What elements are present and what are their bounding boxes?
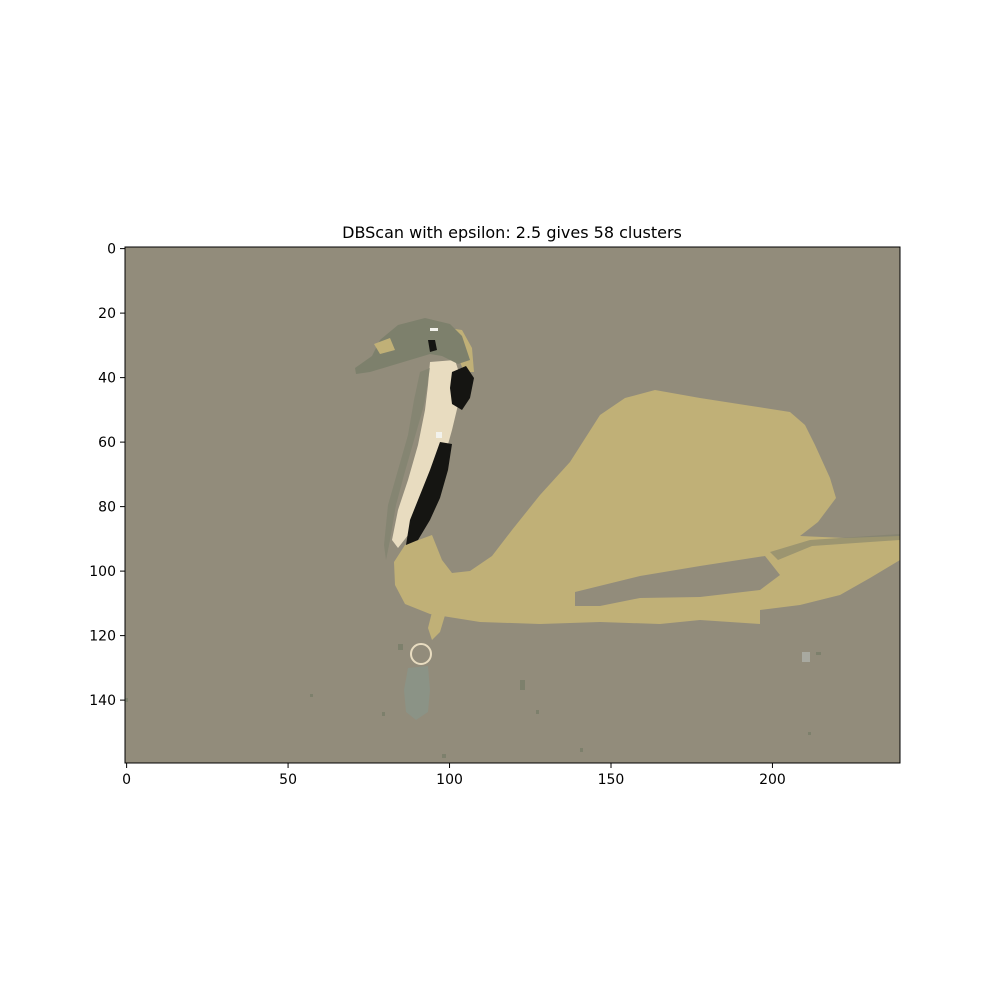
noise-cluster — [125, 698, 128, 702]
y-tick-label: 80 — [98, 500, 116, 516]
wing-edge-cluster — [770, 534, 900, 560]
y-tick-label: 20 — [98, 306, 116, 322]
axes-frame — [124, 246, 901, 764]
swan-body-cluster — [394, 390, 900, 624]
eye-dark-cluster — [428, 340, 437, 352]
noise-cluster — [382, 712, 385, 716]
body-gap-cluster — [575, 556, 780, 606]
y-tick-label: 40 — [98, 371, 116, 387]
x-axis: 0 50 100 150 200 — [122, 763, 786, 788]
reflection-ring — [410, 643, 432, 665]
y-tick-label: 120 — [89, 629, 116, 645]
neck-edge-cluster — [384, 368, 430, 560]
x-tick-label: 50 — [279, 772, 297, 788]
neck-light-cluster — [392, 360, 462, 548]
noise-cluster — [808, 732, 811, 735]
head-cluster — [355, 318, 470, 374]
plot-area — [124, 246, 901, 764]
noise-cluster — [310, 694, 313, 697]
noise-cluster — [816, 652, 821, 655]
noise-cluster — [398, 644, 403, 650]
y-tick-label: 0 — [107, 242, 116, 258]
y-tick-label: 100 — [89, 564, 116, 580]
noise-cluster — [520, 680, 525, 690]
x-tick-label: 150 — [598, 772, 625, 788]
noise-cluster — [580, 748, 583, 752]
noise-cluster — [802, 652, 810, 662]
noise-cluster — [536, 710, 539, 714]
noise-cluster — [442, 754, 446, 758]
x-tick-label: 200 — [759, 772, 786, 788]
chart-title: DBScan with epsilon: 2.5 gives 58 cluste… — [342, 223, 682, 242]
y-tick-label: 140 — [89, 693, 116, 709]
noise-cluster — [430, 328, 438, 331]
y-axis: 0 20 40 60 80 100 120 140 — [89, 242, 125, 709]
reflection-neck-cluster — [428, 612, 446, 640]
y-tick-label: 60 — [98, 435, 116, 451]
beak-cluster — [374, 338, 395, 354]
x-tick-label: 0 — [122, 772, 131, 788]
neck-dark-cluster-upper — [450, 366, 474, 410]
x-tick-label: 100 — [436, 772, 463, 788]
noise-cluster — [436, 432, 442, 438]
reflection-cluster — [404, 666, 430, 720]
cluster-image — [125, 318, 900, 758]
neck-dark-cluster-lower — [406, 442, 452, 545]
